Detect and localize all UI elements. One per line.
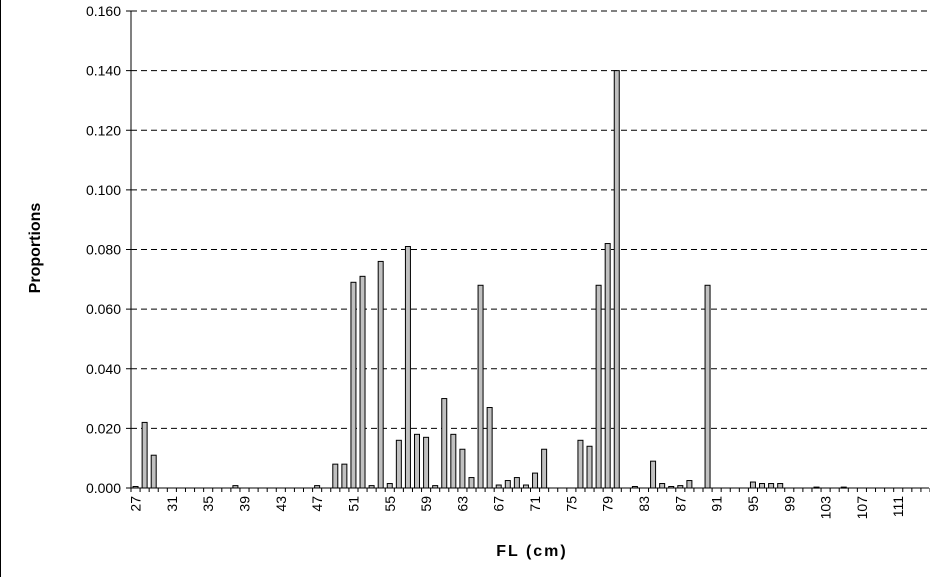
bar [395, 439, 402, 489]
bar [141, 421, 148, 489]
bar [386, 483, 393, 489]
left-border-line [0, 0, 1, 577]
y-tick-label: 0.140 [86, 63, 121, 79]
bar [749, 481, 756, 489]
x-tick-label: 63 [454, 496, 470, 512]
x-tick-label: 83 [636, 496, 652, 512]
bar [577, 439, 584, 489]
x-tick-label: 59 [418, 496, 434, 512]
bar [759, 483, 766, 489]
bar [359, 275, 366, 489]
bar [459, 448, 466, 489]
bar [650, 460, 657, 489]
bar [332, 463, 339, 489]
bar [686, 480, 693, 489]
x-tick-label: 47 [309, 496, 325, 512]
bar [541, 448, 548, 489]
x-tick-label: 75 [563, 496, 579, 512]
x-tick-label: 55 [382, 496, 398, 512]
bar [504, 480, 511, 489]
y-tick-label: 0.100 [86, 182, 121, 198]
bar [404, 246, 411, 489]
x-tick-label: 67 [491, 496, 507, 512]
x-tick-labels: 27 31 35 39 43 47 51 55 59 63 67 71 75 79 83 87 91 95 99 10… [128, 488, 930, 519]
x-tick-label: 111 [890, 496, 906, 517]
gridlines [131, 10, 930, 429]
y-tick-label: 0.040 [86, 361, 121, 377]
x-tick-label: 103 [818, 496, 834, 520]
x-tick-label: 87 [672, 496, 688, 512]
bar [604, 243, 611, 489]
bar [423, 436, 430, 489]
x-axis-label: FL (cm) [496, 543, 567, 560]
y-tick-label: 0.020 [86, 420, 121, 436]
x-tick-label: 39 [236, 496, 252, 512]
x-tick-label: 99 [781, 496, 797, 512]
bar [595, 284, 602, 489]
bar [777, 483, 784, 489]
y-tick-label: 0.120 [86, 122, 121, 138]
bar [486, 407, 493, 489]
y-tick-label: 0.060 [86, 301, 121, 317]
bar [468, 477, 475, 489]
bar [532, 472, 539, 489]
x-tick-label: 35 [200, 496, 216, 512]
bars [132, 70, 847, 489]
bar [586, 445, 593, 489]
y-tick-labels: 0.000 0.020 0.040 0.060 0.080 0.100 0.120 0.140… [86, 3, 131, 496]
y-tick-label: 0.000 [86, 480, 121, 496]
bar [441, 398, 448, 489]
bar [768, 483, 775, 489]
axes [130, 11, 929, 489]
bar [150, 454, 157, 489]
x-tick-label: 95 [745, 496, 761, 512]
x-tick-label: 71 [527, 496, 543, 512]
x-tick-label: 91 [709, 496, 725, 512]
y-tick-label: 0.080 [86, 242, 121, 258]
bar [341, 463, 348, 489]
y-axis-label: Proportions [27, 203, 44, 294]
x-tick-label: 51 [345, 496, 361, 512]
bar [350, 281, 357, 489]
y-tick-label: 0.160 [86, 3, 121, 19]
bar [613, 70, 620, 489]
bar [513, 477, 520, 489]
x-tick-label: 43 [273, 496, 289, 512]
x-tick-label: 107 [854, 496, 870, 520]
x-tick-label: 31 [164, 496, 180, 512]
x-tick-label: 79 [600, 496, 616, 512]
bar [659, 483, 666, 489]
bar [377, 260, 384, 489]
bar [704, 284, 711, 489]
bar [414, 433, 421, 489]
bar [450, 433, 457, 489]
x-tick-label: 27 [128, 496, 144, 512]
bar [477, 284, 484, 489]
